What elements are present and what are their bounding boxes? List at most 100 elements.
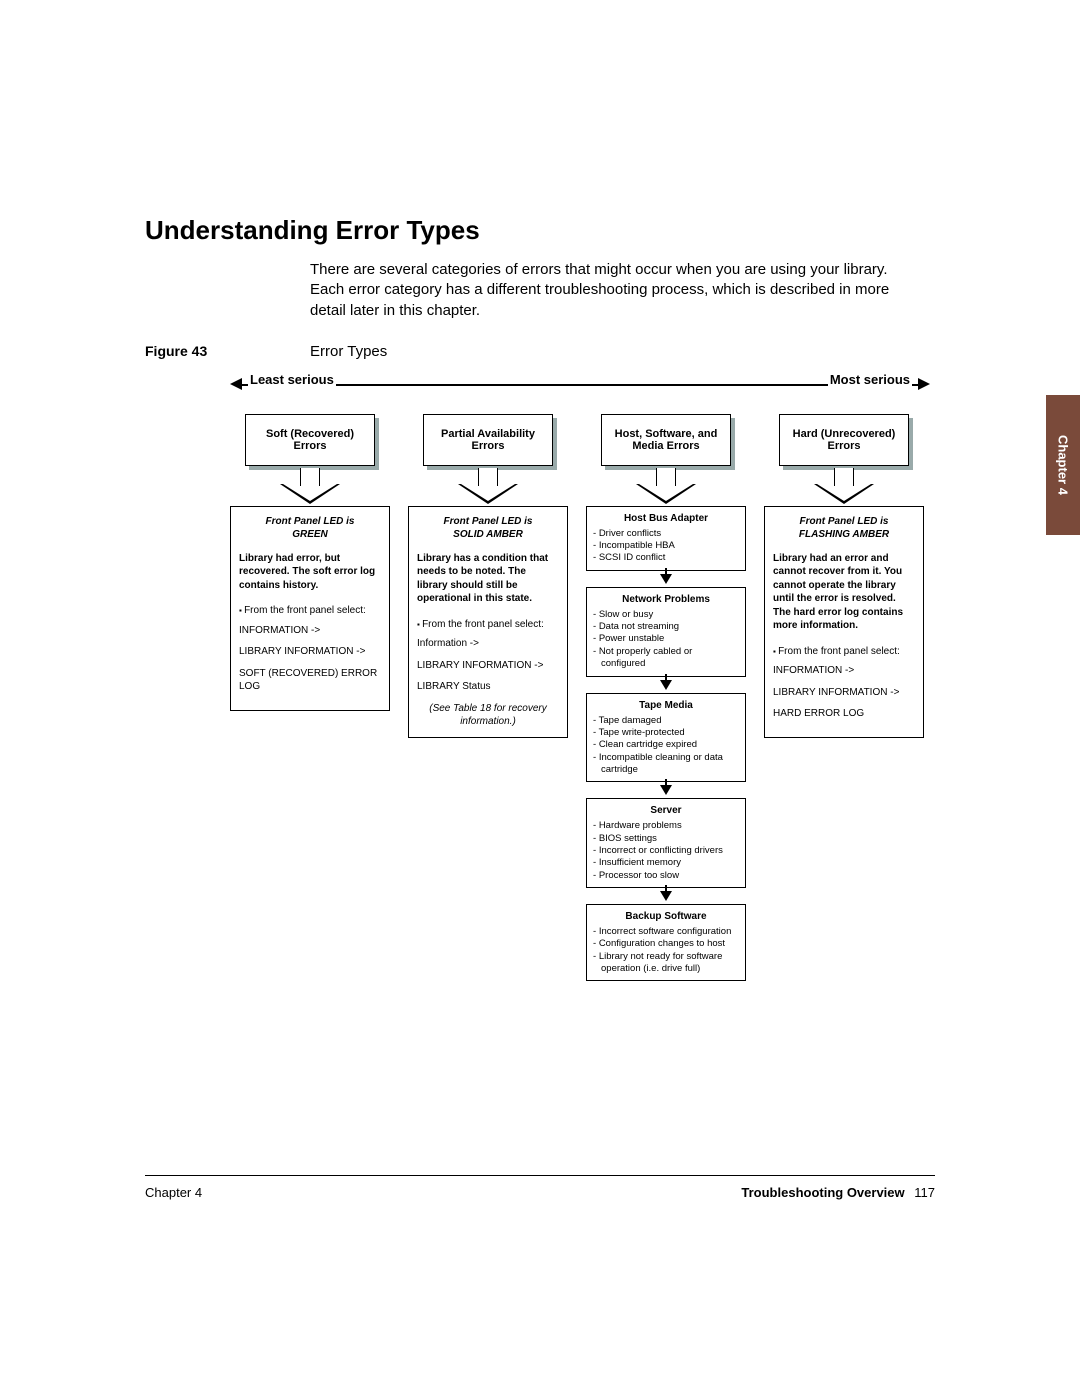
led-status: Front Panel LED is GREEN <box>239 515 381 542</box>
sub-list: Slow or busy Data not streaming Power un… <box>593 609 739 671</box>
column-hard-errors: Hard (Unrecovered) Errors Front Panel LE… <box>764 414 924 738</box>
list-item: Clean cartridge expired <box>593 739 739 751</box>
sub-title: Host Bus Adapter <box>593 512 739 525</box>
section-heading: Understanding Error Types <box>145 215 935 246</box>
led-state: GREEN <box>292 529 328 540</box>
arrow-down-icon <box>814 468 874 504</box>
nav-step: INFORMATION -> <box>239 624 381 638</box>
sub-title: Tape Media <box>593 699 739 712</box>
sub-box-network: Network Problems Slow or busy Data not s… <box>586 587 746 677</box>
nav-step: SOFT (RECOVERED) ERROR LOG <box>239 667 381 694</box>
arrow-down-icon <box>660 680 672 690</box>
footer-chapter: Chapter 4 <box>145 1185 202 1200</box>
sub-title: Server <box>593 804 739 817</box>
nav-intro-list: From the front panel select: <box>773 645 915 659</box>
detail-box-partial: Front Panel LED is SOLID AMBER Library h… <box>408 506 568 738</box>
sub-list: Tape damaged Tape write-protected Clean … <box>593 715 739 777</box>
column-host-errors: Host, Software, and Media Errors Host Bu… <box>586 414 746 982</box>
nav-intro-list: From the front panel select: <box>239 604 381 618</box>
page-number: 117 <box>914 1185 935 1200</box>
nav-step: LIBRARY INFORMATION -> <box>417 659 559 673</box>
list-item: Data not streaming <box>593 621 739 633</box>
sub-box-backup: Backup Software Incorrect software confi… <box>586 904 746 981</box>
intro-paragraph: There are several categories of errors t… <box>310 260 890 321</box>
column-soft-errors: Soft (Recovered) Errors Front Panel LED … <box>230 414 390 711</box>
list-item: Incorrect or conflicting drivers <box>593 845 739 857</box>
led-state: FLASHING AMBER <box>799 529 889 540</box>
list-item: Power unstable <box>593 633 739 645</box>
list-item: Configuration changes to host <box>593 938 739 950</box>
sub-title: Backup Software <box>593 910 739 923</box>
detail-box-hard: Front Panel LED is FLASHING AMBER Librar… <box>764 506 924 738</box>
nav-step: LIBRARY INFORMATION -> <box>239 645 381 659</box>
led-line1: Front Panel LED is <box>444 516 533 527</box>
sub-box-hba: Host Bus Adapter Driver conflicts Incomp… <box>586 506 746 571</box>
nav-step: HARD ERROR LOG <box>773 707 915 721</box>
nav-intro: From the front panel select: <box>773 645 915 659</box>
led-status: Front Panel LED is FLASHING AMBER <box>773 515 915 542</box>
arrow-down-icon <box>660 574 672 584</box>
led-state: SOLID AMBER <box>453 529 523 540</box>
nav-step: INFORMATION -> <box>773 664 915 678</box>
sub-box-server: Server Hardware problems BIOS settings I… <box>586 798 746 888</box>
sub-box-tape: Tape Media Tape damaged Tape write-prote… <box>586 693 746 783</box>
severity-scale: Least serious Most serious <box>230 374 930 394</box>
list-item: Not properly cabled or configured <box>593 646 739 671</box>
error-category-box: Partial Availability Errors <box>423 414 553 466</box>
nav-intro: From the front panel select: <box>239 604 381 618</box>
figure-label: Figure 43 <box>145 343 310 360</box>
error-category-box: Hard (Unrecovered) Errors <box>779 414 909 466</box>
nav-step: Information -> <box>417 637 559 651</box>
list-item: Hardware problems <box>593 820 739 832</box>
nav-step: LIBRARY INFORMATION -> <box>773 686 915 700</box>
list-item: Tape damaged <box>593 715 739 727</box>
nav-intro-list: From the front panel select: <box>417 618 559 632</box>
list-item: Incompatible HBA <box>593 540 739 552</box>
arrow-down-icon <box>458 468 518 504</box>
nav-intro: From the front panel select: <box>417 618 559 632</box>
sub-list: Hardware problems BIOS settings Incorrec… <box>593 820 739 882</box>
list-item: Library not ready for software operation… <box>593 951 739 976</box>
list-item: Slow or busy <box>593 609 739 621</box>
chapter-side-tab: Chapter 4 <box>1046 395 1080 535</box>
sub-list: Driver conflicts Incompatible HBA SCSI I… <box>593 528 739 565</box>
footer-rule <box>145 1175 935 1176</box>
led-line1: Front Panel LED is <box>800 516 889 527</box>
list-item: Processor too slow <box>593 870 739 882</box>
list-item: Incorrect software configuration <box>593 926 739 938</box>
severity-least-label: Least serious <box>248 372 336 387</box>
arrow-down-icon <box>660 785 672 795</box>
error-description: Library has a condition that needs to be… <box>417 552 559 606</box>
list-item: Insufficient memory <box>593 857 739 869</box>
column-partial-errors: Partial Availability Errors Front Panel … <box>408 414 568 738</box>
severity-most-label: Most serious <box>828 372 912 387</box>
detail-box-soft: Front Panel LED is GREEN Library had err… <box>230 506 390 711</box>
list-item: Driver conflicts <box>593 528 739 540</box>
figure-caption-row: Figure 43 Error Types <box>145 343 935 360</box>
error-category-box: Host, Software, and Media Errors <box>601 414 731 466</box>
list-item: BIOS settings <box>593 833 739 845</box>
error-description: Library had an error and cannot recover … <box>773 552 915 633</box>
arrow-down-icon <box>636 468 696 504</box>
list-item: SCSI ID conflict <box>593 552 739 564</box>
error-category-box: Soft (Recovered) Errors <box>245 414 375 466</box>
figure-caption: Error Types <box>310 343 387 360</box>
footer-title: Troubleshooting Overview 117 <box>741 1185 935 1200</box>
page-content: Understanding Error Types There are seve… <box>145 215 935 981</box>
list-item: Tape write-protected <box>593 727 739 739</box>
list-item: Incompatible cleaning or data cartridge <box>593 752 739 777</box>
nav-step: LIBRARY Status <box>417 680 559 694</box>
sub-list: Incorrect software configuration Configu… <box>593 926 739 975</box>
error-description: Library had error, but recovered. The so… <box>239 552 381 593</box>
arrow-right-icon <box>918 378 930 390</box>
sub-title: Network Problems <box>593 593 739 606</box>
error-type-columns: Soft (Recovered) Errors Front Panel LED … <box>230 414 930 982</box>
arrow-down-icon <box>280 468 340 504</box>
footnote: (See Table 18 for recovery information.) <box>417 702 559 729</box>
arrow-left-icon <box>230 378 242 390</box>
footer-section: Troubleshooting Overview <box>741 1185 904 1200</box>
arrow-down-icon <box>660 891 672 901</box>
led-line1: Front Panel LED is <box>266 516 355 527</box>
page-footer: Chapter 4 Troubleshooting Overview 117 <box>145 1185 935 1200</box>
led-status: Front Panel LED is SOLID AMBER <box>417 515 559 542</box>
